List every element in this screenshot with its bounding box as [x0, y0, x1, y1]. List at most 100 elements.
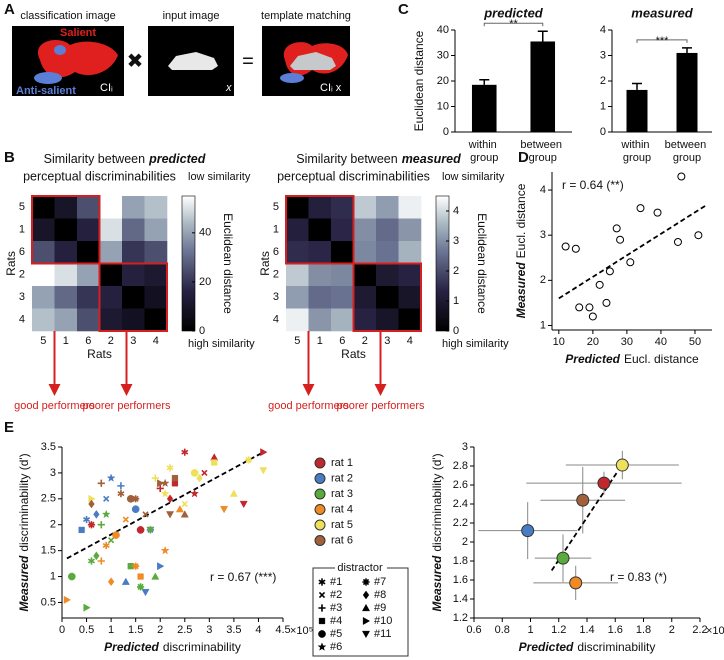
- x-tick-label-line: group: [623, 152, 651, 164]
- x-tick-label: 2: [108, 335, 114, 347]
- legend-label: #3: [330, 602, 342, 614]
- bar: [471, 84, 497, 132]
- x-tick-label: 4: [255, 624, 261, 636]
- heatmap-cell: [353, 308, 377, 332]
- point: [112, 531, 120, 539]
- y-tick-label: 3.5: [41, 441, 56, 453]
- group-box: [352, 262, 422, 332]
- y-tick-label: 5: [19, 201, 25, 213]
- y-tick-label: 2: [19, 269, 25, 281]
- heatmap-cell: [286, 286, 309, 309]
- y-tick-label: 1: [600, 100, 606, 112]
- legend-marker: [362, 578, 370, 586]
- y-tick-label: 0: [600, 126, 606, 138]
- point: [122, 516, 129, 523]
- point: [569, 576, 583, 590]
- legend-marker: [362, 616, 371, 626]
- significance-bracket: [483, 22, 544, 27]
- legend-marker: [318, 578, 326, 586]
- x-tick-label: 30: [621, 336, 633, 348]
- heatmap-cell: [144, 263, 168, 287]
- panel-label: C: [398, 1, 409, 18]
- x-tick-label: 1.2: [551, 624, 566, 636]
- legend-label: #5: [330, 628, 342, 640]
- heatmap-cell: [54, 263, 78, 287]
- point: [108, 537, 115, 544]
- x-axis-label-emph: Predicted: [104, 640, 159, 654]
- heatmap-cell: [122, 263, 145, 287]
- point: [157, 562, 165, 571]
- y-tick-label: 2: [600, 75, 606, 87]
- heatmap-cell: [32, 218, 55, 242]
- legend-label: #10: [374, 615, 392, 627]
- point: [132, 495, 140, 503]
- y-tick-label: 3: [600, 49, 606, 61]
- x-tick-label: 1.4: [579, 624, 594, 636]
- point: [260, 448, 268, 457]
- y-axis-label: Measured discriminability (d'): [430, 453, 444, 611]
- legend-label: rat 2: [331, 472, 353, 484]
- point: [694, 231, 703, 240]
- point: [171, 480, 179, 487]
- heatmap-cell: [398, 196, 422, 219]
- title-emph: measured: [402, 152, 461, 166]
- x-tick-label: 3: [130, 335, 136, 347]
- y-tick-label: 2: [462, 536, 468, 548]
- heatmap-cell: [54, 196, 78, 219]
- heatmap-cell: [99, 286, 123, 309]
- point: [175, 505, 184, 513]
- point: [636, 204, 645, 213]
- heatmap-cell: [353, 218, 377, 242]
- x-tick-label: 6: [339, 335, 345, 347]
- heatmap-cell: [308, 263, 332, 287]
- panel-a-art: CIᵢ Salient Anti-salient classification …: [12, 10, 351, 97]
- point: [132, 562, 140, 570]
- point: [63, 595, 72, 604]
- heatmap-cell: [398, 218, 422, 242]
- box-title: template matching: [261, 10, 351, 22]
- heatmap-cell: [331, 286, 354, 309]
- point: [156, 484, 164, 493]
- y-tick-label: 1: [19, 224, 25, 236]
- heatmap-cell: [77, 308, 100, 332]
- point: [576, 493, 590, 507]
- x-tick-label: 40: [655, 336, 667, 348]
- point: [597, 476, 611, 490]
- legend-label: rat 6: [331, 534, 353, 546]
- point: [160, 488, 170, 498]
- x-tick-label: 2.5: [177, 624, 192, 636]
- point: [93, 509, 100, 519]
- y-tick-label: 2: [540, 274, 546, 286]
- chart-title: perceptual discriminabilities: [23, 169, 176, 183]
- car: [168, 52, 218, 70]
- x-tick-label: 3: [206, 624, 212, 636]
- point: [210, 453, 219, 461]
- heatmap-cell: [122, 196, 145, 219]
- heatmap-cell: [32, 241, 55, 264]
- legend-label: #8: [374, 589, 386, 601]
- chart-title: Similarity between measured: [296, 152, 461, 166]
- legend-title-bg: [335, 562, 387, 574]
- legend-swatch: [314, 535, 326, 546]
- fit-line: [558, 205, 706, 300]
- heatmap-cell: [286, 196, 309, 219]
- legend-marker: [361, 603, 371, 612]
- y-tick-label: 3: [273, 291, 279, 303]
- car: [290, 52, 336, 70]
- point: [588, 312, 597, 321]
- x-axis-label: Predicted discriminability: [519, 640, 656, 654]
- y-tick-label: 1: [540, 319, 546, 331]
- y-tick-label: 6: [19, 246, 25, 258]
- x-tick-label: 2: [669, 624, 675, 636]
- x-tick-label: 2: [362, 335, 368, 347]
- x-tick-label-line: within: [468, 139, 500, 151]
- colorbar-top-label: low similarity: [442, 171, 505, 183]
- heatmap-cell: [286, 308, 309, 332]
- heatmap-cell: [77, 286, 100, 309]
- group-label: good performers: [14, 400, 95, 412]
- x-axis-label-text: discriminability: [577, 640, 655, 654]
- heatmap-cell: [353, 196, 377, 219]
- annotation: r = 0.83 (*): [610, 570, 667, 584]
- y-tick-label: 2.5: [41, 493, 56, 505]
